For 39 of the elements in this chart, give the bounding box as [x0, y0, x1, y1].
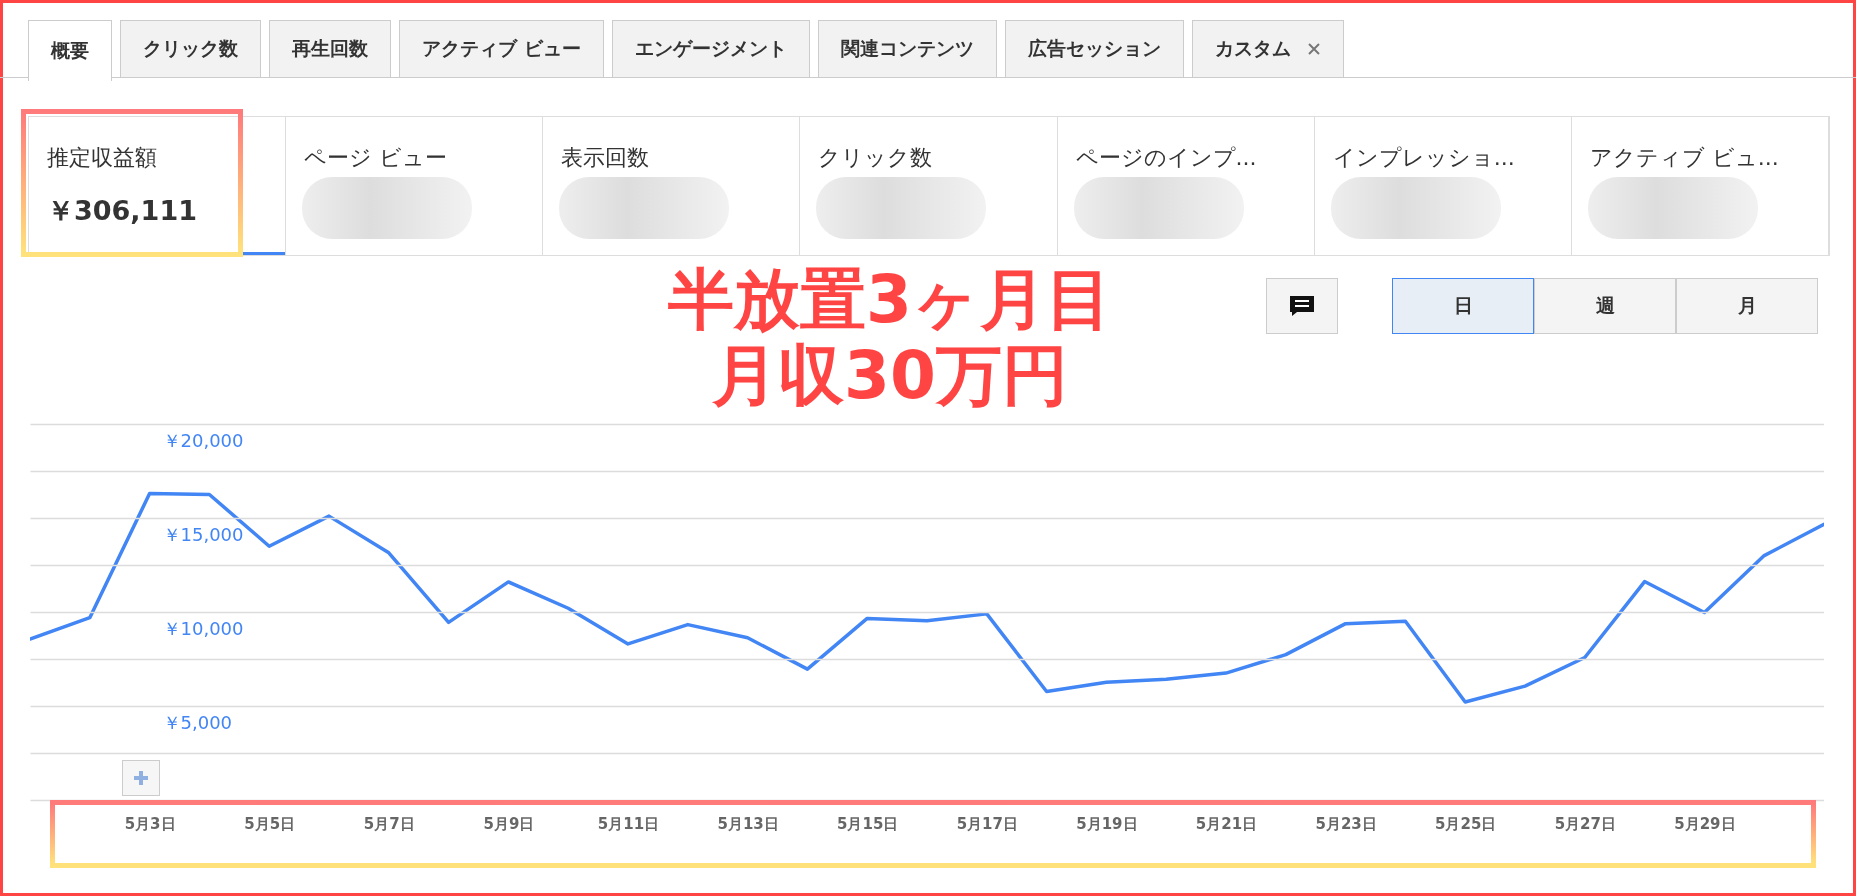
- text: 推定収益額: [47, 144, 157, 172]
- text: 広告セッション: [1027, 36, 1161, 61]
- x-tick-label: 5月9日: [483, 814, 535, 833]
- x-tick-label: 5月17日: [956, 814, 1018, 833]
- text: ￥306,111: [47, 194, 197, 228]
- x-tick-label: 5月13日: [717, 814, 779, 833]
- x-tick-label: 5月29日: [1674, 814, 1736, 833]
- y-tick-label: ￥20,000: [162, 429, 244, 451]
- text: 日: [1392, 278, 1534, 334]
- text: アクティブ ビュ...: [1589, 144, 1779, 172]
- x-tick-label: 5月7日: [363, 814, 415, 833]
- text: クリック数: [818, 144, 933, 172]
- text: アクティブ ビュー: [422, 36, 581, 61]
- x-tick-label: 5月5日: [244, 814, 296, 833]
- text: 再生回数: [292, 36, 368, 61]
- text: インプレッショ...: [1332, 144, 1515, 172]
- y-tick-label: ￥10,000: [162, 617, 244, 639]
- x-tick-label: 5月3日: [124, 814, 176, 833]
- y-tick-label: ￥5,000: [162, 711, 233, 733]
- text: 週: [1534, 278, 1676, 334]
- text: 関連コンテンツ: [840, 36, 974, 61]
- text: ページ ビュー: [304, 144, 448, 172]
- x-tick-label: 5月23日: [1315, 814, 1377, 833]
- x-tick-label: 5月21日: [1195, 814, 1258, 833]
- x-tick-label: 5月19日: [1076, 814, 1138, 833]
- text: 概要: [51, 38, 89, 63]
- text: ページのインプ...: [1075, 144, 1257, 172]
- text: 表示回数: [561, 144, 650, 172]
- x-tick-label: 5月15日: [837, 814, 899, 833]
- text: カスタム: [1214, 36, 1291, 61]
- x-tick-label: 5月27日: [1554, 814, 1616, 833]
- y-tick-label: ￥15,000: [162, 523, 244, 545]
- text: 月: [1676, 278, 1818, 334]
- chart-title: 半放置3ヶ月目: [667, 261, 1113, 338]
- x-tick-label: 5月25日: [1435, 814, 1497, 833]
- x-tick-label: 5月11日: [597, 814, 660, 833]
- chart-subtitle: 月収30万円: [711, 337, 1069, 414]
- text: エンゲージメント: [634, 36, 787, 61]
- text: クリック数: [143, 36, 238, 61]
